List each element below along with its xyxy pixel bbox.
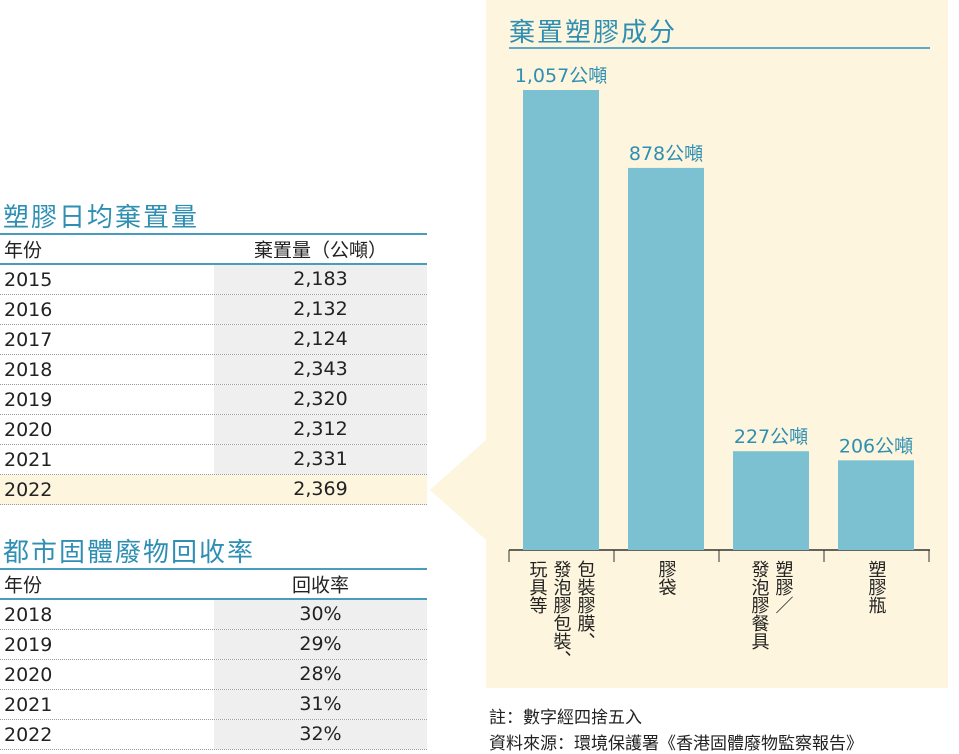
row-year: 2019 bbox=[4, 388, 53, 411]
row-year: 2016 bbox=[4, 298, 53, 321]
bar-2 bbox=[733, 451, 809, 550]
row-value: 2,183 bbox=[214, 265, 427, 294]
table-row: 2015 2,183 bbox=[0, 265, 427, 295]
row-year: 2019 bbox=[4, 633, 53, 656]
rounding-note: 註：數字經四捨五入 bbox=[489, 708, 642, 728]
recovery-table-title: 都市固體廢物回收率 bbox=[3, 538, 256, 568]
row-value: 2,312 bbox=[214, 415, 427, 444]
row-value: 2,331 bbox=[214, 445, 427, 474]
category-label-0-2: 玩具等 bbox=[527, 560, 548, 614]
recovery-table: 年份 回收率 2018 30% 2019 29% 2020 28% 2021 31% 2022 3… bbox=[0, 568, 427, 750]
table-row: 2019 29% bbox=[0, 630, 427, 660]
category-label-2-1: 發泡膠餐具 bbox=[749, 560, 770, 650]
row-value: 28% bbox=[214, 660, 427, 689]
bar-value-label-0: 1,057公噸 bbox=[515, 65, 607, 87]
category-label-1-0: 膠袋 bbox=[656, 560, 677, 596]
daily-header-year: 年份 bbox=[4, 239, 43, 262]
row-value: 2,132 bbox=[214, 295, 427, 324]
recovery-header-value: 回收率 bbox=[291, 574, 349, 597]
chart-title: 棄置塑膠成分 bbox=[509, 18, 678, 48]
row-value: 2,369 bbox=[293, 478, 348, 500]
row-year: 2015 bbox=[4, 268, 53, 291]
row-value: 32% bbox=[214, 720, 427, 749]
recovery-header-year: 年份 bbox=[4, 574, 43, 597]
source-note: 資料來源：環境保護署《香港固體廢物監察報告》 bbox=[489, 734, 863, 754]
row-year: 2020 bbox=[4, 418, 53, 441]
row-value: 2,320 bbox=[214, 385, 427, 414]
row-year: 2018 bbox=[4, 603, 53, 626]
row-value: 30% bbox=[214, 600, 427, 629]
daily-header-value: 棄置量（公噸） bbox=[253, 239, 387, 262]
row-year: 2022 bbox=[4, 478, 53, 501]
callout-arrow bbox=[430, 440, 486, 540]
row-value: 29% bbox=[214, 630, 427, 659]
bar-value-label-2: 227公噸 bbox=[734, 426, 808, 448]
row-year: 2021 bbox=[4, 448, 53, 471]
row-value: 31% bbox=[214, 690, 427, 719]
table-row: 2022 2,369 bbox=[0, 475, 427, 505]
daily-table-header: 年份 棄置量（公噸） bbox=[0, 233, 427, 265]
table-row: 2016 2,132 bbox=[0, 295, 427, 325]
table-row: 2017 2,124 bbox=[0, 325, 427, 355]
table-row: 2019 2,320 bbox=[0, 385, 427, 415]
bar-1 bbox=[628, 167, 704, 550]
table-row: 2018 2,343 bbox=[0, 355, 427, 385]
bar-value-label-3: 206公噸 bbox=[839, 435, 913, 457]
category-label-0-0: 包裝膠膜、 bbox=[575, 560, 596, 650]
bar-3 bbox=[838, 460, 914, 550]
row-year: 2020 bbox=[4, 663, 53, 686]
recovery-table-header: 年份 回收率 bbox=[0, 568, 427, 600]
table-row: 2020 2,312 bbox=[0, 415, 427, 445]
bar-0 bbox=[523, 90, 599, 550]
row-value: 2,124 bbox=[214, 325, 427, 354]
table-row: 2021 2,331 bbox=[0, 445, 427, 475]
bar-value-label-1: 878公噸 bbox=[629, 143, 703, 165]
chart-title-rule bbox=[509, 47, 930, 49]
category-label-0-1: 發泡膠包裝、 bbox=[551, 560, 572, 668]
table-row: 2018 30% bbox=[0, 600, 427, 630]
row-year: 2022 bbox=[4, 723, 53, 746]
category-label-3-0: 塑膠瓶 bbox=[866, 560, 887, 614]
row-year: 2018 bbox=[4, 358, 53, 381]
row-value: 2,343 bbox=[214, 355, 427, 384]
table-row: 2021 31% bbox=[0, 690, 427, 720]
table-row: 2022 32% bbox=[0, 720, 427, 750]
row-year: 2017 bbox=[4, 328, 53, 351]
daily-table: 年份 棄置量（公噸） 2015 2,183 2016 2,132 2017 2,124 20… bbox=[0, 233, 427, 505]
row-year: 2021 bbox=[4, 693, 53, 716]
table-row: 2020 28% bbox=[0, 660, 427, 690]
daily-table-title: 塑膠日均棄置量 bbox=[3, 203, 200, 233]
category-label-2-0: 塑膠／ bbox=[773, 560, 794, 614]
